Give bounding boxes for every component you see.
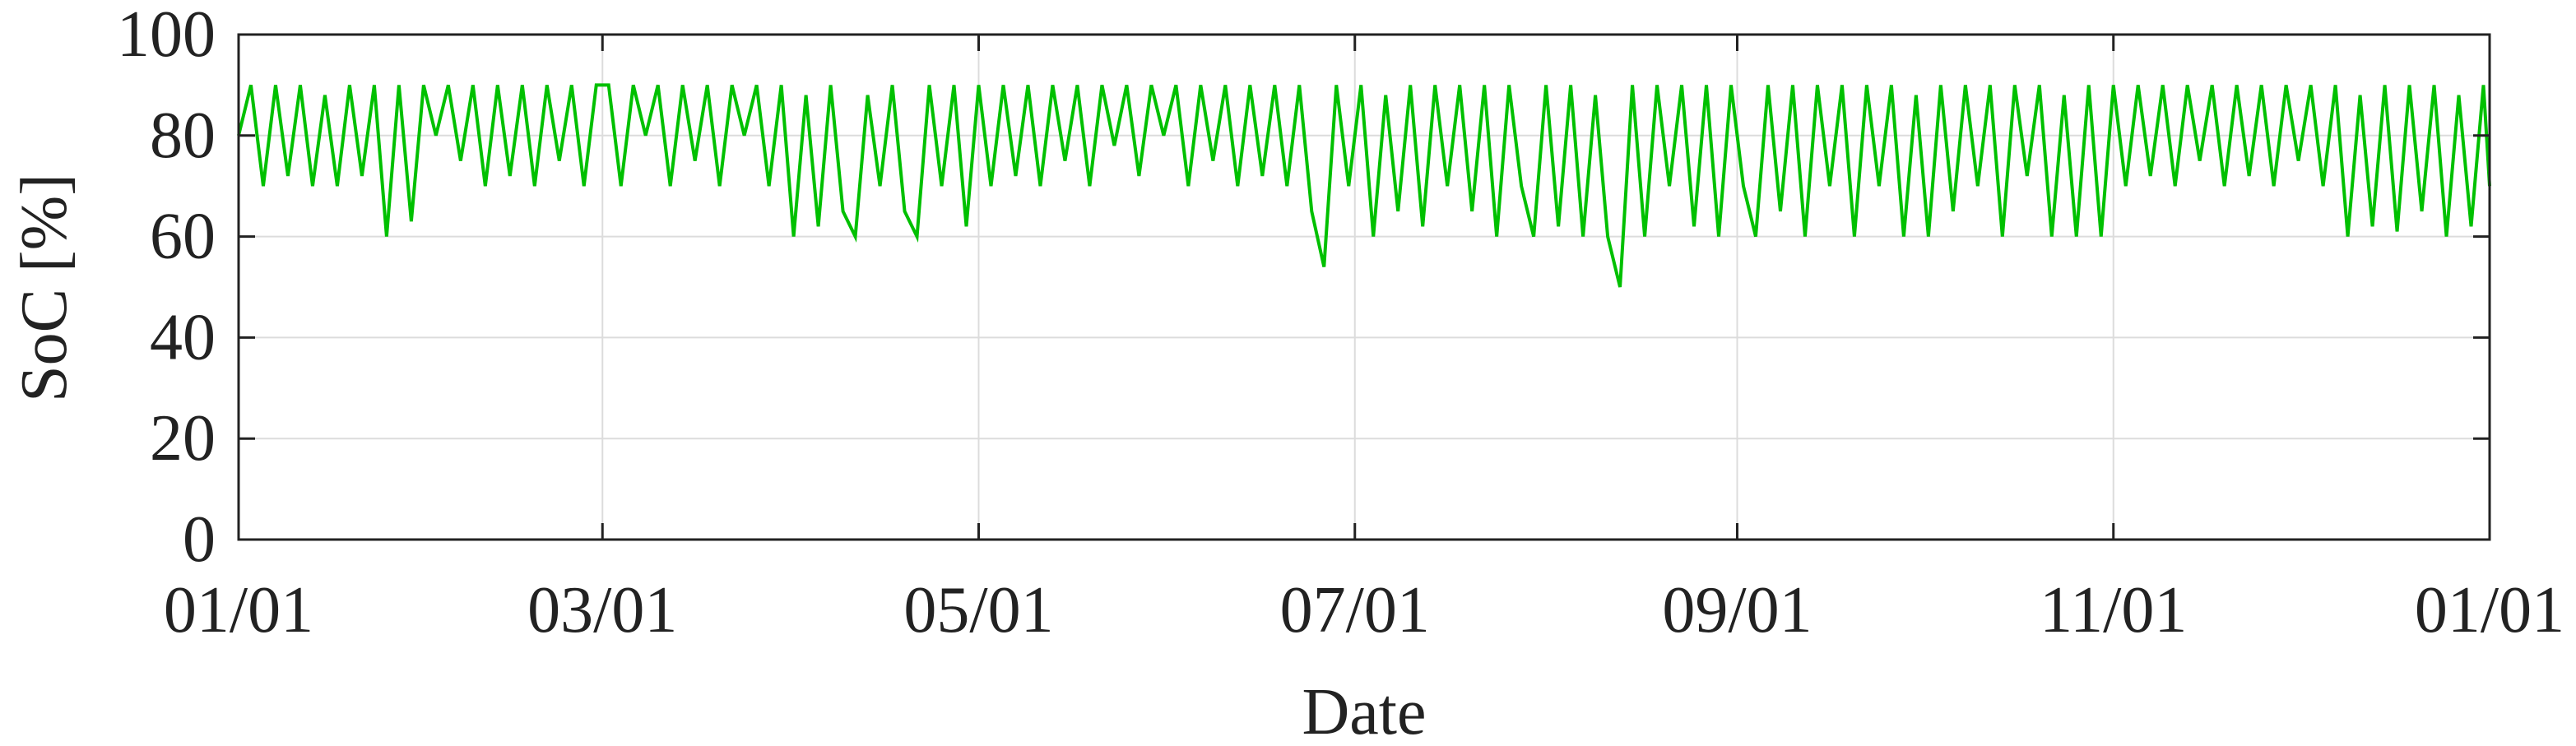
y-tick-label: 20 (150, 402, 216, 475)
x-tick-label: 09/01 (1662, 574, 1812, 646)
y-tick-label: 40 (150, 301, 216, 373)
y-axis-label: SoC [%] (8, 174, 81, 402)
x-tick-label: 01/01 (2415, 574, 2564, 646)
x-tick-label: 07/01 (1280, 574, 1430, 646)
x-tick-label: 01/01 (164, 574, 313, 646)
y-tick-label: 0 (183, 503, 216, 576)
y-tick-label: 100 (117, 0, 216, 71)
x-axis-label: Date (1302, 676, 1426, 746)
axes-box (237, 33, 2491, 541)
x-tick-label: 05/01 (903, 574, 1053, 646)
y-tick-label: 80 (150, 100, 216, 172)
x-tick-label: 03/01 (527, 574, 677, 646)
y-tick-label: 60 (150, 201, 216, 273)
plot-area (237, 83, 2491, 288)
x-tick-label: 11/01 (2040, 574, 2187, 646)
data-line (237, 83, 2491, 288)
